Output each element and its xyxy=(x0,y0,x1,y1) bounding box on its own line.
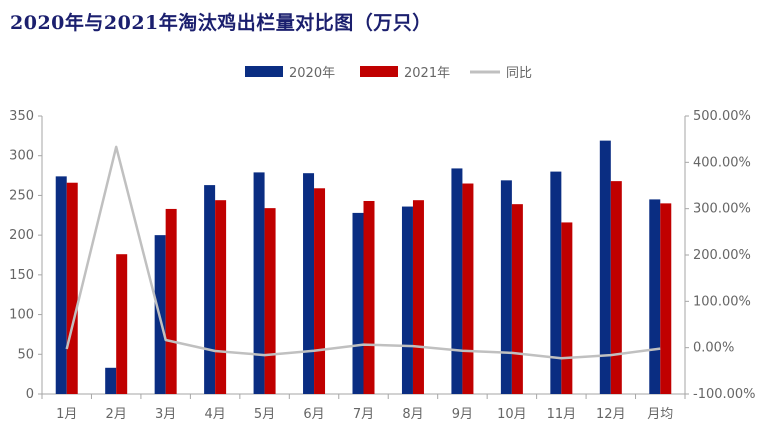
left-tick-label: 250 xyxy=(9,188,34,203)
left-tick-label: 50 xyxy=(17,347,34,362)
x-tick-label: 4月 xyxy=(204,407,225,422)
bar-2020 xyxy=(500,180,512,394)
bar-2021 xyxy=(66,182,78,394)
x-tick-label: 2月 xyxy=(106,407,127,422)
bar-2020 xyxy=(550,171,562,394)
bar-2021 xyxy=(660,203,672,394)
right-tick-label: -100.00% xyxy=(693,387,756,402)
bar-2021 xyxy=(561,222,573,394)
x-tick-label: 12月 xyxy=(596,407,626,422)
bar-2021 xyxy=(363,200,375,394)
right-tick-label: 300.00% xyxy=(693,202,751,217)
bar-2020 xyxy=(55,176,67,394)
left-tick-label: 350 xyxy=(9,109,34,124)
x-tick-label: 6月 xyxy=(303,407,324,422)
legend-label: 同比 xyxy=(506,66,532,81)
bar-2021 xyxy=(412,200,424,394)
bar-2020 xyxy=(599,140,611,394)
x-tick-label: 1月 xyxy=(56,407,77,422)
legend: 2020年 2021年 同比 xyxy=(245,66,532,81)
bar-2021 xyxy=(264,208,276,394)
x-tick-label: 月均 xyxy=(647,407,673,422)
left-tick-label: 300 xyxy=(9,149,34,164)
bar-2020 xyxy=(649,199,661,394)
bar-series xyxy=(55,140,672,394)
bar-2020 xyxy=(253,172,265,394)
legend-swatch-2021 xyxy=(360,66,398,77)
bar-2020 xyxy=(352,212,364,394)
bar-2020 xyxy=(303,173,315,394)
legend-label: 2020年 xyxy=(289,66,335,81)
left-tick-label: 150 xyxy=(9,268,34,283)
left-tick-label: 200 xyxy=(9,228,34,243)
x-tick-label: 11月 xyxy=(547,407,577,422)
bar-2021 xyxy=(116,254,128,394)
bar-2020 xyxy=(451,168,463,394)
legend-swatch-2020 xyxy=(245,66,283,77)
bar-2020 xyxy=(401,206,413,394)
bar-2020 xyxy=(204,185,216,394)
left-tick-label: 100 xyxy=(9,308,34,323)
x-tick-label: 3月 xyxy=(155,407,176,422)
legend-label: 2021年 xyxy=(404,66,450,81)
right-tick-label: 100.00% xyxy=(693,294,751,309)
bar-2021 xyxy=(314,188,326,394)
bar-2021 xyxy=(610,181,622,394)
right-tick-label: 200.00% xyxy=(693,248,751,263)
yoy-line-series xyxy=(65,145,661,360)
x-tick-label: 5月 xyxy=(254,407,275,422)
bar-2021 xyxy=(165,208,177,394)
bar-2021 xyxy=(215,200,227,394)
x-tick-label: 8月 xyxy=(402,407,423,422)
right-tick-label: 500.00% xyxy=(693,109,751,124)
x-tick-label: 10月 xyxy=(497,407,527,422)
bar-2021 xyxy=(511,204,523,394)
bar-2020 xyxy=(105,367,117,394)
bar-2021 xyxy=(462,183,474,394)
x-tick-label: 9月 xyxy=(452,407,473,422)
right-tick-label: 0.00% xyxy=(693,341,734,356)
left-tick-label: 0 xyxy=(26,387,34,402)
right-tick-label: 400.00% xyxy=(693,155,751,170)
chart-title: 2020年与2021年淘汰鸡出栏量对比图（万只） xyxy=(10,12,432,34)
x-tick-label: 7月 xyxy=(353,407,374,422)
